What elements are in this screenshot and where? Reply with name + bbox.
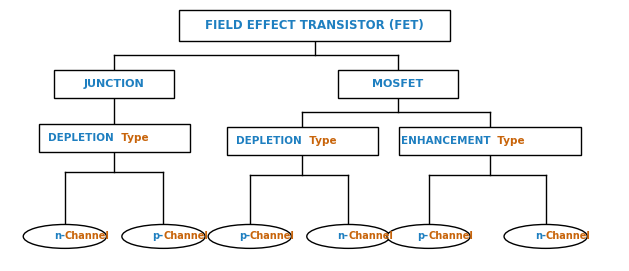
- Ellipse shape: [208, 224, 291, 248]
- Text: FIELD EFFECT TRANSISTOR (FET): FIELD EFFECT TRANSISTOR (FET): [205, 19, 424, 32]
- Text: MOSFET: MOSFET: [372, 79, 423, 89]
- FancyBboxPatch shape: [399, 127, 581, 155]
- Ellipse shape: [504, 224, 587, 248]
- Ellipse shape: [122, 224, 205, 248]
- Text: Channel: Channel: [250, 231, 294, 241]
- Text: p-: p-: [238, 231, 250, 241]
- FancyBboxPatch shape: [226, 127, 377, 155]
- Text: Channel: Channel: [164, 231, 208, 241]
- Text: p-: p-: [152, 231, 164, 241]
- Text: Channel: Channel: [428, 231, 474, 241]
- Ellipse shape: [307, 224, 390, 248]
- Text: Channel: Channel: [348, 231, 393, 241]
- Ellipse shape: [387, 224, 470, 248]
- Text: n-: n-: [337, 231, 348, 241]
- Text: Type: Type: [114, 133, 149, 143]
- FancyBboxPatch shape: [179, 10, 450, 41]
- FancyBboxPatch shape: [38, 124, 190, 152]
- FancyBboxPatch shape: [54, 70, 174, 98]
- Text: DEPLETION: DEPLETION: [48, 133, 114, 143]
- Text: n-: n-: [535, 231, 546, 241]
- Text: DEPLETION: DEPLETION: [237, 136, 302, 146]
- Text: p-: p-: [418, 231, 428, 241]
- Text: Channel: Channel: [546, 231, 591, 241]
- Text: JUNCTION: JUNCTION: [84, 79, 145, 89]
- Ellipse shape: [23, 224, 106, 248]
- Text: Type: Type: [490, 136, 525, 146]
- Text: Type: Type: [302, 136, 337, 146]
- FancyBboxPatch shape: [338, 70, 458, 98]
- Text: ENHANCEMENT: ENHANCEMENT: [401, 136, 490, 146]
- Text: Channel: Channel: [65, 231, 109, 241]
- Text: n-: n-: [54, 231, 65, 241]
